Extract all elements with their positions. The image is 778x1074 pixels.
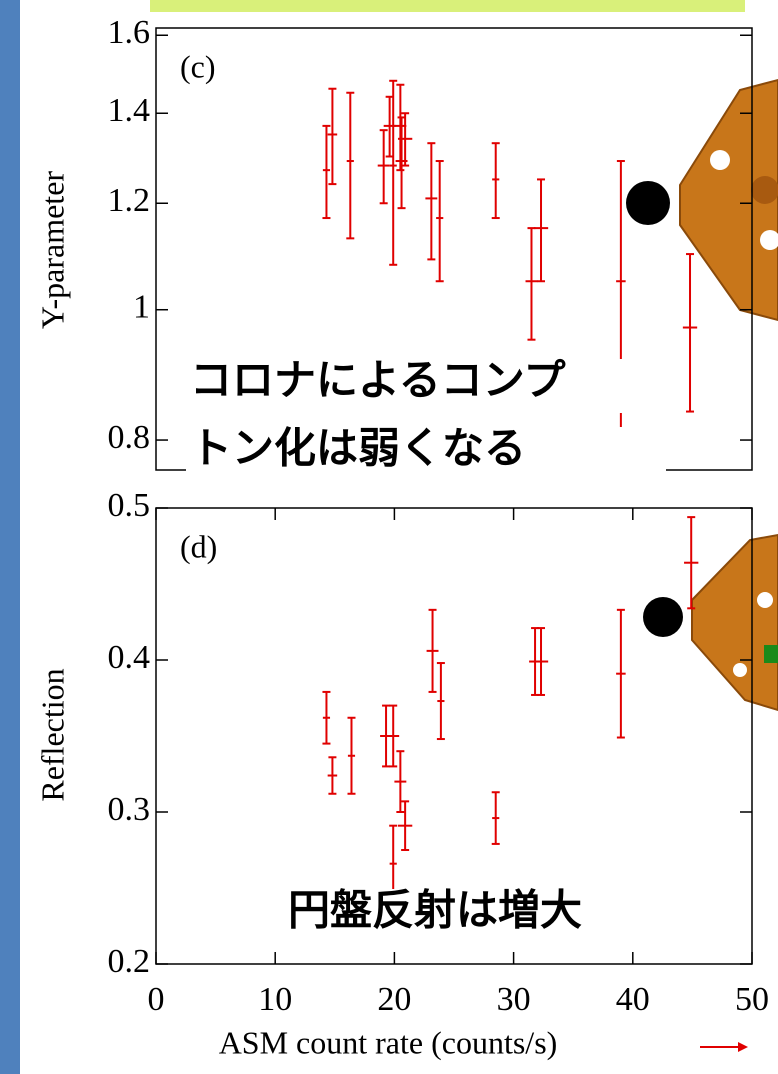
y-tick-label: 0.5 bbox=[108, 487, 151, 524]
y-axis-label: Reflection bbox=[34, 668, 70, 801]
error-point bbox=[525, 227, 538, 341]
error-point bbox=[327, 87, 338, 186]
error-point bbox=[682, 253, 698, 413]
error-point bbox=[346, 91, 355, 240]
error-point bbox=[436, 662, 445, 741]
y-tick-label: 1.2 bbox=[108, 182, 151, 219]
error-point bbox=[425, 142, 438, 261]
annotation-bg bbox=[186, 359, 666, 413]
y-tick-label: 1.6 bbox=[108, 14, 151, 51]
error-point bbox=[491, 142, 500, 220]
error-point bbox=[397, 800, 413, 851]
panel-label: (d) bbox=[180, 528, 217, 564]
side-bar bbox=[0, 0, 20, 1074]
error-point bbox=[533, 627, 549, 696]
annotation-bg bbox=[240, 889, 540, 943]
x-tick-label: 40 bbox=[616, 981, 650, 1018]
y-axis-label: Y-parameter bbox=[34, 171, 70, 329]
error-point bbox=[322, 690, 331, 745]
decoration bbox=[626, 78, 778, 1052]
annotation: コロナによるコンプ bbox=[190, 359, 565, 405]
y-tick-label: 1 bbox=[133, 289, 150, 326]
annotation: トン化は弱くなる bbox=[190, 426, 526, 473]
x-tick-label: 10 bbox=[258, 981, 292, 1018]
x-tick-label: 30 bbox=[497, 981, 531, 1018]
x-tick-label: 50 bbox=[735, 981, 769, 1018]
y-tick-label: 0.2 bbox=[108, 943, 151, 980]
x-tick-label: 0 bbox=[148, 981, 165, 1018]
annotation: 円盤反射は増大 bbox=[288, 888, 582, 935]
y-tick-label: 0.8 bbox=[108, 419, 151, 456]
annotation-bg bbox=[186, 427, 666, 481]
y-tick-label: 0.3 bbox=[108, 791, 151, 828]
panel-label: (c) bbox=[180, 48, 216, 84]
error-point bbox=[347, 716, 356, 795]
error-point bbox=[397, 112, 413, 167]
header-box bbox=[150, 0, 745, 12]
error-point bbox=[491, 791, 500, 845]
error-point bbox=[383, 95, 396, 158]
error-point bbox=[389, 79, 398, 266]
x-axis-label: ASM count rate (counts/s) bbox=[219, 1024, 558, 1060]
error-point bbox=[684, 516, 699, 610]
y-tick-label: 1.4 bbox=[108, 92, 151, 129]
x-tick-label: 20 bbox=[377, 981, 411, 1018]
error-point bbox=[394, 750, 407, 813]
plot-frame bbox=[155, 507, 753, 965]
y-tick-label: 0.4 bbox=[108, 639, 151, 676]
error-point bbox=[322, 124, 331, 220]
error-point bbox=[533, 178, 549, 283]
error-point bbox=[377, 129, 390, 205]
error-point bbox=[435, 160, 444, 283]
error-point bbox=[616, 608, 626, 739]
error-point bbox=[327, 756, 338, 795]
error-point bbox=[426, 608, 439, 693]
error-point bbox=[387, 704, 400, 768]
